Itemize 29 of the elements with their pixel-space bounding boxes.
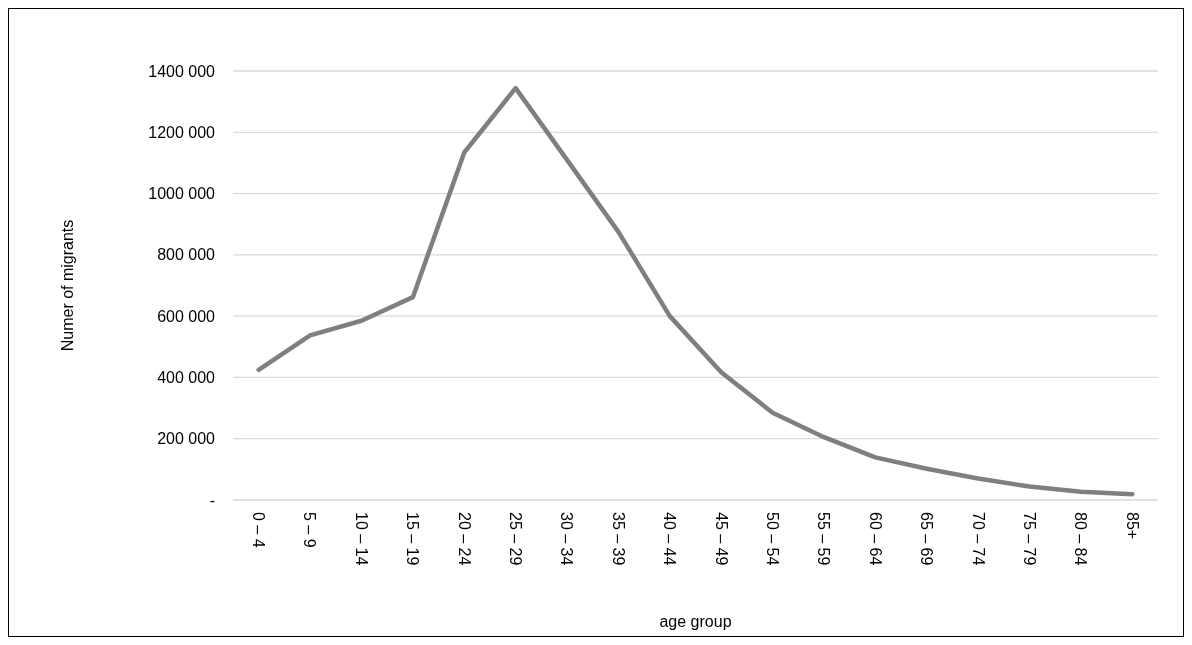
x-tick-label: 75 – 79 — [1020, 512, 1038, 566]
x-tick-label: 10 – 14 — [352, 512, 370, 566]
x-tick-label: 40 – 44 — [661, 512, 679, 566]
x-tick-label: 60 – 64 — [866, 512, 884, 566]
x-tick-label: 15 – 19 — [404, 512, 422, 566]
y-tick-label: 1200 000 — [148, 123, 216, 141]
x-tick-label: 85+ — [1123, 512, 1141, 540]
line-series — [256, 85, 1135, 497]
x-tick-label: 30 – 34 — [558, 512, 576, 566]
x-tick-label: 80 – 84 — [1072, 512, 1090, 566]
y-axis-title: Numer of migrants — [59, 219, 76, 352]
y-tick-label: 1000 000 — [148, 185, 216, 203]
y-tick-label: 400 000 — [157, 369, 216, 387]
x-tick-label: 5 – 9 — [301, 512, 319, 548]
y-tick-label: 200 000 — [157, 430, 216, 448]
y-tick-label: 800 000 — [157, 246, 216, 264]
x-tick-label: 55 – 59 — [815, 512, 833, 566]
y-tick-label: 600 000 — [157, 307, 216, 325]
y-tick-label: - — [209, 491, 215, 509]
x-tick-label: 65 – 69 — [918, 512, 936, 566]
x-tick-label: 70 – 74 — [969, 512, 987, 566]
x-tick-label: 35 – 39 — [609, 512, 627, 566]
y-tick-label: 1400 000 — [148, 62, 216, 80]
x-tick-label: 20 – 24 — [455, 512, 473, 566]
x-axis-title: age group — [659, 613, 732, 630]
x-tick-label: 50 – 54 — [763, 512, 781, 566]
x-tick-label: 45 – 49 — [712, 512, 730, 566]
x-tick-label: 25 – 29 — [507, 512, 525, 566]
x-tick-label: 0 – 4 — [250, 512, 268, 548]
